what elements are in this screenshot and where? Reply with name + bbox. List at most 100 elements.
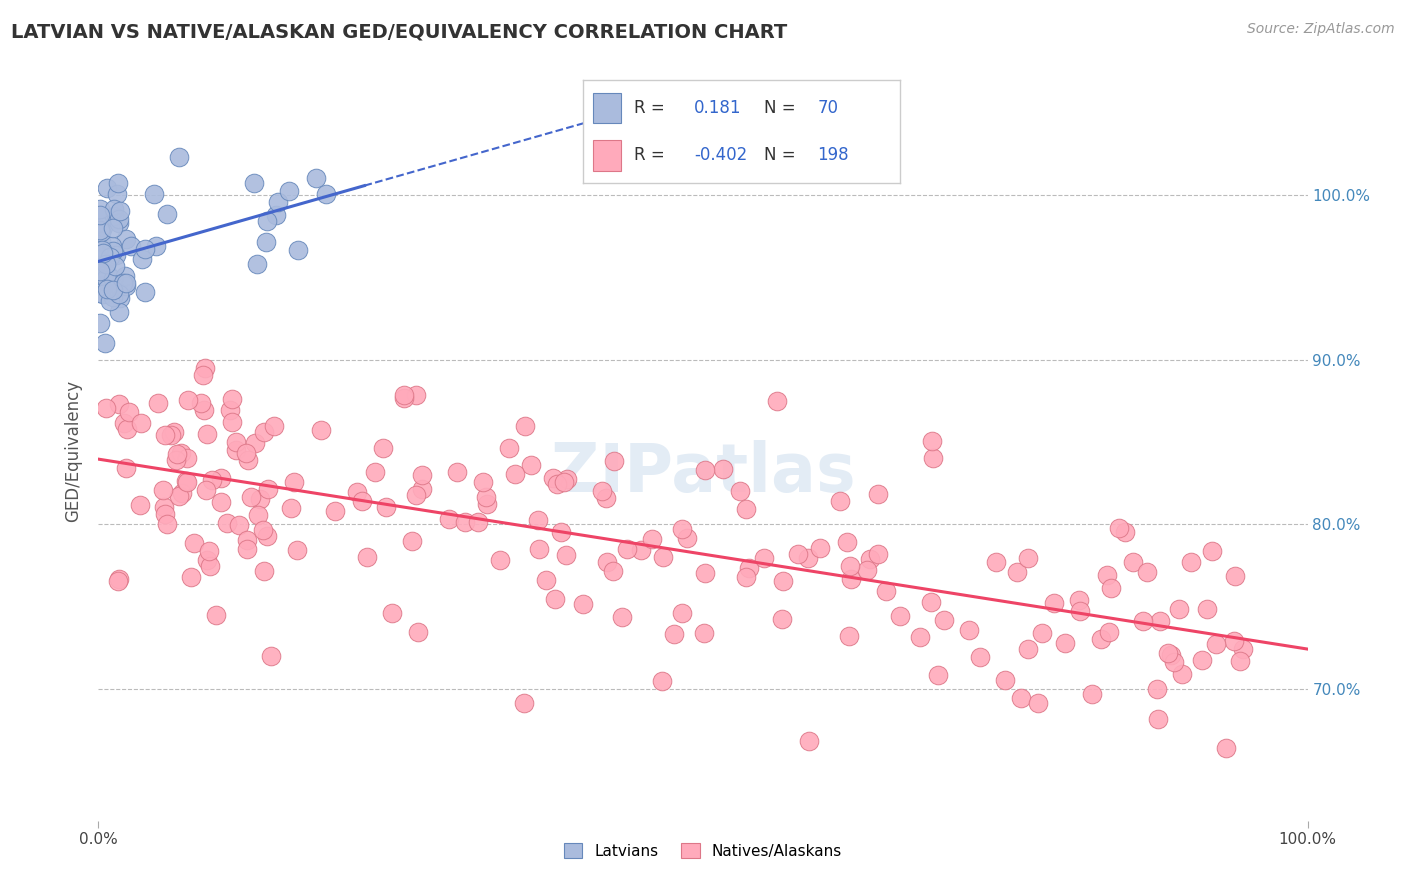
Point — [283, 475, 305, 489]
Point — [107, 176, 129, 190]
Point — [287, 244, 309, 258]
Point — [108, 287, 131, 301]
Point — [98, 294, 121, 309]
Point — [662, 627, 685, 641]
Point — [1171, 667, 1194, 681]
Point — [148, 396, 170, 410]
Point — [546, 477, 568, 491]
Point — [96, 180, 118, 194]
Point — [112, 417, 135, 431]
Point — [309, 423, 332, 437]
Point — [1108, 520, 1130, 534]
Point — [838, 559, 860, 574]
Point — [256, 529, 278, 543]
Point — [266, 195, 288, 210]
Point — [225, 442, 247, 457]
Point — [198, 543, 221, 558]
Point — [257, 482, 280, 496]
Point — [920, 595, 942, 609]
Point — [1146, 681, 1168, 696]
Point — [927, 668, 949, 682]
Point — [191, 368, 214, 383]
Point — [110, 292, 132, 306]
Point — [285, 542, 308, 557]
Point — [1132, 614, 1154, 628]
Point — [364, 465, 387, 479]
Point — [1042, 596, 1064, 610]
Point — [93, 335, 115, 350]
Point — [129, 416, 152, 430]
Point — [738, 561, 761, 575]
Point — [830, 494, 852, 508]
Point — [868, 547, 890, 561]
Point — [477, 497, 499, 511]
Point — [595, 491, 617, 505]
Point — [868, 487, 890, 501]
Point — [238, 453, 260, 467]
Point — [529, 542, 551, 557]
Point — [1147, 712, 1170, 726]
Point — [209, 495, 232, 509]
Point — [89, 262, 111, 277]
Point — [651, 673, 673, 688]
Point — [1195, 601, 1218, 615]
Point — [374, 500, 396, 515]
Point — [921, 451, 943, 466]
Point — [120, 239, 142, 253]
Point — [145, 238, 167, 252]
Point — [108, 572, 131, 586]
Point — [228, 518, 250, 533]
Point — [94, 257, 117, 271]
Point — [280, 501, 302, 516]
Point — [91, 246, 114, 260]
Point — [152, 500, 174, 514]
Point — [134, 285, 156, 299]
Point — [266, 208, 288, 222]
Point — [489, 553, 512, 567]
Point — [541, 471, 564, 485]
Point — [103, 244, 125, 258]
Point — [411, 467, 433, 482]
Point — [156, 517, 179, 532]
Text: R =: R = — [634, 146, 671, 164]
Point — [277, 184, 299, 198]
Point — [1168, 601, 1191, 615]
Point — [446, 465, 468, 479]
Point — [253, 564, 276, 578]
Point — [472, 475, 495, 490]
Point — [104, 247, 127, 261]
Point — [177, 393, 200, 408]
Point — [1054, 636, 1077, 650]
Point — [475, 490, 498, 504]
Point — [503, 467, 526, 481]
Legend: Latvians, Natives/Alaskans: Latvians, Natives/Alaskans — [558, 837, 848, 865]
Point — [170, 446, 193, 460]
Point — [766, 394, 789, 409]
Point — [104, 211, 127, 226]
Point — [195, 426, 218, 441]
Point — [114, 279, 136, 293]
Point — [839, 572, 862, 586]
Point — [671, 606, 693, 620]
Point — [118, 405, 141, 419]
Point — [910, 630, 932, 644]
Point — [170, 486, 193, 500]
Point — [1069, 604, 1091, 618]
Point — [112, 276, 135, 290]
Point — [572, 597, 595, 611]
Point — [166, 447, 188, 461]
Point — [969, 650, 991, 665]
Text: N =: N = — [763, 146, 800, 164]
Point — [711, 462, 734, 476]
Point — [1122, 555, 1144, 569]
Point — [91, 287, 114, 301]
Point — [373, 441, 395, 455]
Point — [735, 570, 758, 584]
Point — [1017, 550, 1039, 565]
Point — [104, 259, 127, 273]
Point — [96, 266, 118, 280]
Point — [247, 508, 270, 522]
Point — [1163, 655, 1185, 669]
Point — [163, 425, 186, 439]
Point — [89, 265, 111, 279]
